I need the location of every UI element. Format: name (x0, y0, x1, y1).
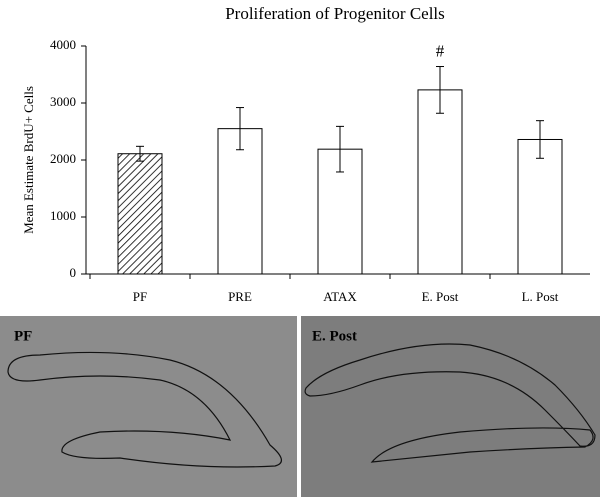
image-panel (301, 316, 600, 497)
bar (417, 89, 463, 275)
x-tick-label: L. Post (522, 289, 559, 304)
micrograph-epost: E. Post (301, 316, 600, 497)
chart-title: Proliferation of Progenitor Cells (225, 4, 445, 23)
y-tick-label: 1000 (50, 208, 76, 223)
y-tick-label: 2000 (50, 151, 76, 166)
error-bar (436, 66, 444, 114)
outline (7, 351, 282, 468)
annotation: # (436, 41, 445, 60)
x-tick-label: E. Post (422, 289, 459, 304)
image-panel (0, 316, 297, 497)
y-tick-label: 3000 (50, 94, 76, 109)
micrograph-pf: PF (0, 316, 297, 497)
bar (117, 153, 163, 275)
bar (217, 128, 263, 275)
outline (304, 343, 596, 463)
error-bar (136, 145, 144, 162)
y-tick-label: 4000 (50, 37, 76, 52)
panel-label: PF (14, 328, 32, 344)
y-axis-label: Mean Estimate BrdU+ Cells (21, 86, 36, 234)
y-tick-label: 0 (70, 265, 77, 280)
error-bar (236, 107, 244, 151)
error-bar (536, 120, 544, 159)
x-tick-label: PRE (228, 289, 252, 304)
x-tick-label: PF (133, 289, 147, 304)
x-tick-label: ATAX (323, 289, 357, 304)
bar (517, 138, 563, 275)
panel-label: E. Post (312, 328, 357, 344)
error-bar (336, 125, 344, 173)
